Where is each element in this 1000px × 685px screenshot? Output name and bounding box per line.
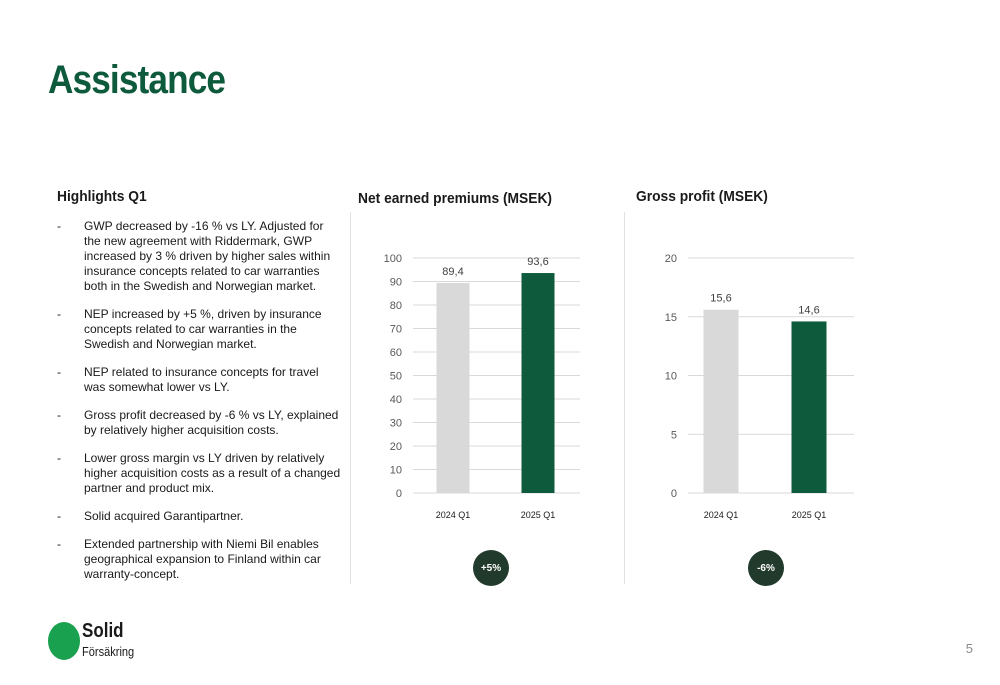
data-label: 89,4 (442, 266, 463, 278)
bullet-dash: - (57, 219, 61, 233)
y-tick-label: 40 (390, 394, 402, 406)
bullet-dash: - (57, 307, 61, 321)
bullet-dash: - (57, 537, 61, 551)
highlight-text: NEP related to insurance concepts for tr… (84, 365, 319, 394)
logo-subtitle: Försäkring (82, 644, 135, 659)
y-tick-label: 30 (390, 418, 402, 430)
change-badge: -6% (748, 550, 784, 586)
highlight-item: - Extended partnership with Niemi Bil ena… (57, 537, 342, 582)
highlight-item: - NEP related to insurance concepts for t… (57, 365, 342, 395)
highlights-list: - GWP decreased by -16 % vs LY. Adjusted … (57, 219, 342, 582)
highlight-text: Gross profit decreased by -6 % vs LY, ex… (84, 408, 339, 437)
chart-title: Gross profit (MSEK) (636, 188, 768, 205)
y-tick-label: 15 (665, 312, 677, 324)
bar (791, 321, 827, 493)
highlights-panel: Highlights Q1 - GWP decreased by -16 % vs… (57, 188, 342, 595)
x-tick-label: 2024 Q1 (436, 510, 471, 520)
bullet-dash: - (57, 408, 61, 422)
highlight-text: Lower gross margin vs LY driven by relat… (84, 451, 341, 495)
highlight-text: Solid acquired Garantipartner. (84, 509, 244, 523)
highlight-item: - Lower gross margin vs LY driven by rela… (57, 451, 342, 496)
y-tick-label: 0 (671, 488, 677, 500)
highlight-item: - GWP decreased by -16 % vs LY. Adjusted … (57, 219, 342, 294)
page-number: 5 (965, 641, 973, 656)
highlight-text: Extended partnership with Niemi Bil enab… (84, 537, 321, 581)
highlight-text: GWP decreased by -16 % vs LY. Adjusted f… (84, 219, 331, 293)
data-label: 14,6 (798, 304, 819, 316)
y-tick-label: 100 (384, 253, 402, 265)
bar (436, 282, 470, 493)
y-tick-label: 50 (390, 371, 402, 383)
highlight-item: - Gross profit decreased by -6 % vs LY, e… (57, 408, 342, 438)
y-tick-label: 70 (390, 324, 402, 336)
y-tick-label: 80 (390, 300, 402, 312)
highlight-text: NEP increased by +5 %, driven by insuran… (84, 307, 322, 351)
chart-gross-profit: Gross profit (MSEK) 0 5 10 15 20 15,6 2024 Q1 1… (636, 188, 876, 598)
data-label: 93,6 (527, 256, 548, 268)
bar (521, 273, 555, 493)
page-title: Assistance (48, 58, 226, 102)
divider-left (350, 212, 351, 584)
chart-plot-area: 0 10 20 30 40 50 60 70 80 90 100 89,4 2024 Q1 93,6 202… (384, 253, 580, 520)
y-tick-label: 10 (390, 465, 402, 477)
bullet-dash: - (57, 509, 61, 523)
y-tick-label: 20 (665, 253, 677, 265)
chart-plot-area: 0 5 10 15 20 15,6 2024 Q1 14,6 2025 Q1 (665, 253, 854, 520)
highlights-heading: Highlights Q1 (57, 188, 147, 205)
y-tick-label: 20 (390, 441, 402, 453)
bullet-dash: - (57, 451, 61, 465)
bar (703, 309, 739, 493)
chart-title: Net earned premiums (MSEK) (358, 190, 553, 207)
divider-right (624, 212, 625, 584)
change-badge: +5% (473, 550, 509, 586)
y-tick-label: 10 (665, 371, 677, 383)
chart-net-earned-premiums: Net earned premiums (MSEK) 0 10 20 30 40 50 60… (358, 188, 608, 598)
logo-circle-icon (48, 622, 80, 660)
bullet-dash: - (57, 365, 61, 379)
data-label: 15,6 (710, 293, 731, 305)
x-tick-label: 2024 Q1 (704, 510, 739, 520)
y-tick-label: 90 (390, 277, 402, 289)
x-tick-label: 2025 Q1 (521, 510, 556, 520)
y-tick-label: 5 (671, 429, 677, 441)
y-tick-label: 60 (390, 347, 402, 359)
highlight-item: - NEP increased by +5 %, driven by insura… (57, 307, 342, 352)
highlight-item: - Solid acquired Garantipartner. (57, 509, 342, 524)
y-tick-label: 0 (396, 488, 402, 500)
x-tick-label: 2025 Q1 (792, 510, 827, 520)
logo-name: Solid (82, 620, 124, 642)
